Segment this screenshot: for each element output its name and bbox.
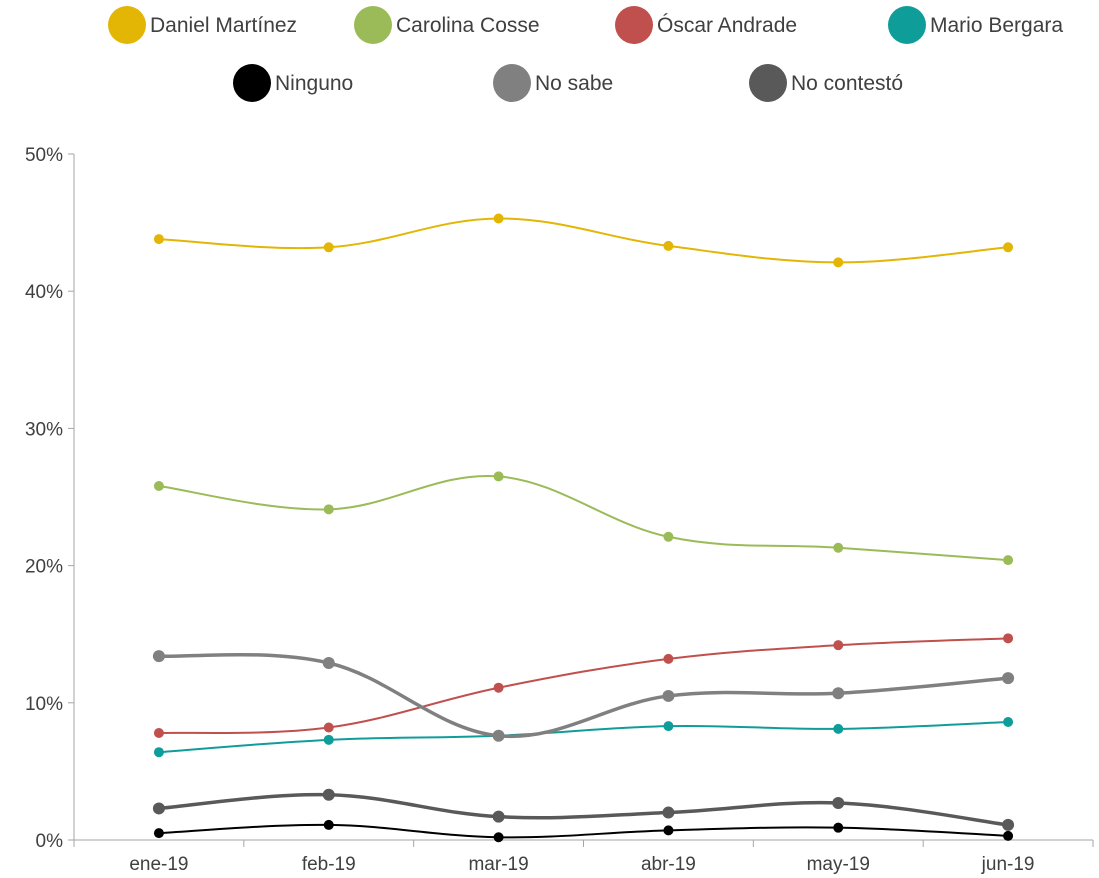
data-point (323, 504, 334, 515)
data-point (493, 213, 504, 224)
series-line (157, 652, 1010, 739)
y-tick-label: 20% (25, 557, 63, 578)
data-point (152, 650, 165, 663)
legend-swatch (493, 64, 531, 102)
data-point (322, 788, 335, 801)
series-2 (153, 633, 1014, 738)
legend-item: Mario Bergara (888, 6, 1063, 44)
series-5 (152, 650, 1015, 742)
legend-label: No contestó (791, 72, 903, 95)
x-tick-label: mar-19 (468, 854, 528, 875)
data-point (323, 819, 334, 830)
series-1 (153, 471, 1014, 566)
series-line (157, 637, 1010, 734)
legend-label: Mario Bergara (930, 14, 1063, 37)
legend-swatch (615, 6, 653, 44)
legend-label: Carolina Cosse (396, 14, 540, 37)
data-point (663, 653, 674, 664)
legend-label: No sabe (535, 72, 613, 95)
data-point (153, 727, 164, 738)
data-point (1003, 242, 1014, 253)
data-point (493, 832, 504, 843)
legend-swatch (233, 64, 271, 102)
data-point (1002, 672, 1015, 685)
legend: Daniel Martínez Carolina Cosse Óscar Andra… (108, 6, 1063, 102)
data-point (323, 242, 334, 253)
series-lines (152, 213, 1015, 843)
data-point (833, 723, 844, 734)
series-line (157, 217, 1010, 264)
y-tick-label: 40% (25, 282, 63, 303)
series-0 (153, 213, 1014, 268)
data-point (663, 531, 674, 542)
y-tick-label: 0% (36, 831, 64, 852)
data-point (152, 802, 165, 815)
data-point (153, 828, 164, 839)
data-point (833, 822, 844, 833)
series-4 (153, 819, 1014, 843)
y-tick-label: 50% (25, 145, 63, 166)
data-point (1003, 830, 1014, 841)
data-point (493, 682, 504, 693)
x-tick-label: may-19 (807, 854, 870, 875)
data-point (833, 640, 844, 651)
y-tick-label: 30% (25, 419, 63, 440)
data-point (1003, 555, 1014, 566)
legend-label: Daniel Martínez (150, 14, 297, 37)
x-tick-label: jun-19 (981, 854, 1035, 875)
legend-label: Ninguno (275, 72, 353, 95)
series-6 (152, 788, 1015, 831)
data-point (833, 542, 844, 553)
data-point (493, 471, 504, 482)
legend-item: Ninguno (233, 64, 353, 102)
x-tick-label: feb-19 (302, 854, 356, 875)
data-point (662, 806, 675, 819)
data-point (833, 257, 844, 268)
data-point (663, 825, 674, 836)
series-line (157, 823, 1010, 839)
data-point (322, 657, 335, 670)
data-point (1003, 717, 1014, 728)
series-line (157, 721, 1010, 754)
series-line (157, 792, 1010, 827)
data-point (323, 734, 334, 745)
data-point (153, 234, 164, 245)
data-point (153, 481, 164, 492)
data-point (323, 722, 334, 733)
legend-label: Óscar Andrade (657, 14, 797, 37)
data-point (662, 689, 675, 702)
data-point (832, 796, 845, 809)
legend-item: Óscar Andrade (615, 6, 797, 44)
data-point (663, 721, 674, 732)
legend-swatch (888, 6, 926, 44)
data-point (1003, 633, 1014, 644)
legend-swatch (108, 6, 146, 44)
data-point (492, 810, 505, 823)
series-3 (153, 717, 1014, 758)
data-point (663, 240, 674, 251)
legend-item: No sabe (493, 64, 613, 102)
data-point (492, 729, 505, 742)
legend-item: Daniel Martínez (108, 6, 297, 44)
x-tick-label: ene-19 (129, 854, 188, 875)
data-point (1002, 818, 1015, 831)
data-point (153, 747, 164, 758)
legend-item: Carolina Cosse (354, 6, 540, 44)
legend-item: No contestó (749, 64, 903, 102)
y-tick-label: 10% (25, 694, 63, 715)
legend-swatch (354, 6, 392, 44)
data-point (832, 687, 845, 700)
series-line (157, 474, 1010, 562)
axes: 0% 10% 20% 30% 40% 50% ene-19 feb-19 mar-19 abr-1… (25, 145, 1094, 875)
legend-swatch (749, 64, 787, 102)
x-tick-label: abr-19 (641, 854, 696, 875)
